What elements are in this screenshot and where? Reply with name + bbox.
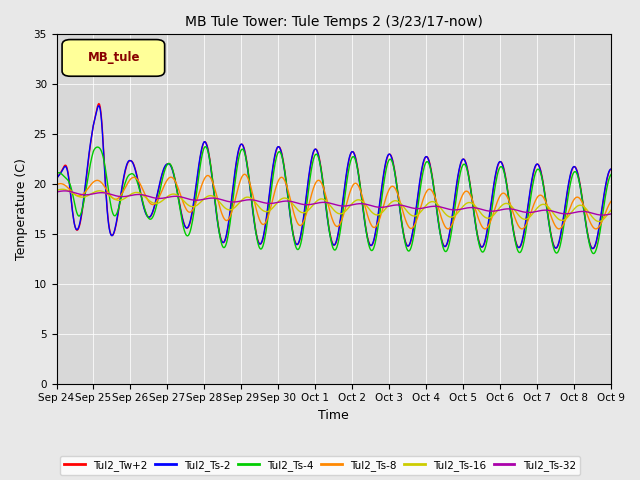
Title: MB Tule Tower: Tule Temps 2 (3/23/17-now): MB Tule Tower: Tule Temps 2 (3/23/17-now… <box>185 15 483 29</box>
X-axis label: Time: Time <box>318 409 349 422</box>
Y-axis label: Temperature (C): Temperature (C) <box>15 158 28 260</box>
Text: MB_tule: MB_tule <box>88 51 140 64</box>
FancyBboxPatch shape <box>62 39 164 76</box>
Legend: Tul2_Tw+2, Tul2_Ts-2, Tul2_Ts-4, Tul2_Ts-8, Tul2_Ts-16, Tul2_Ts-32: Tul2_Tw+2, Tul2_Ts-2, Tul2_Ts-4, Tul2_Ts… <box>60 456 580 475</box>
